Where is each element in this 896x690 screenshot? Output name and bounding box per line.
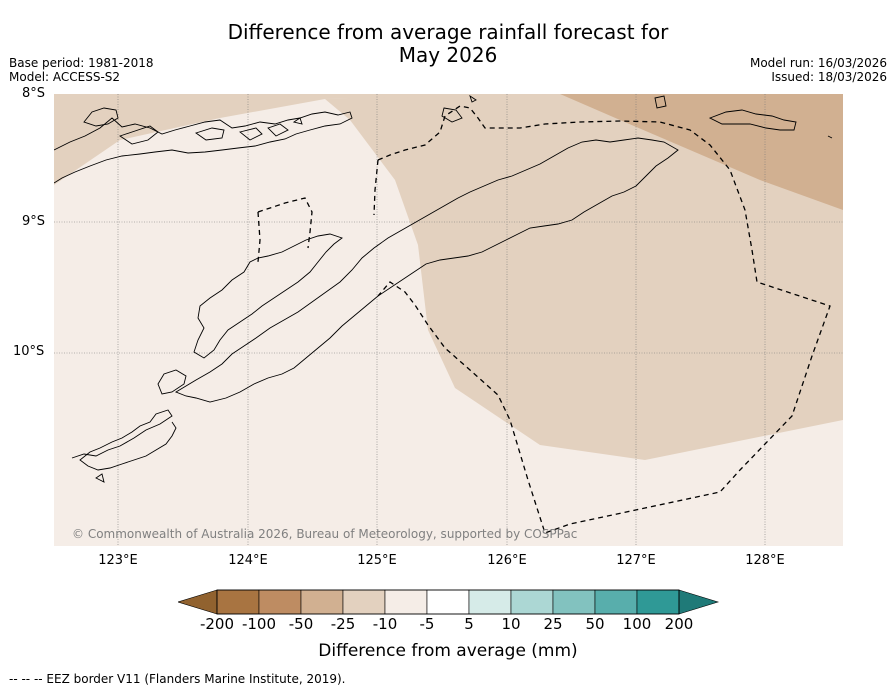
issued-date: Issued: 18/03/2026 — [771, 70, 887, 84]
colorbar-tick-label: -5 — [419, 615, 435, 633]
colorbar-segment — [342, 589, 386, 615]
colorbar-segment — [510, 589, 554, 615]
model-name: Model: ACCESS-S2 — [9, 70, 121, 84]
anomaly-region-northeast — [560, 94, 843, 210]
colorbar-tick-label: -200 — [199, 615, 235, 633]
colorbar-tick-label: -10 — [372, 615, 398, 633]
colorbar-segment — [216, 589, 260, 615]
base-period: Base period: 1981-2018 — [9, 56, 154, 70]
lon-label-127e: 127°E — [616, 553, 656, 568]
colorbar-label: Difference from average (mm) — [318, 641, 578, 661]
colorbar-tick-label: -50 — [288, 615, 314, 633]
colorbar-segment — [426, 589, 470, 615]
colorbar-segment — [594, 589, 638, 615]
colorbar-frame — [216, 589, 680, 615]
rainfall-anomaly-map: © Commonwealth of Australia 2026, Bureau… — [54, 94, 843, 546]
colorbar-segment — [300, 589, 344, 615]
colorbar-tick-label: -100 — [241, 615, 277, 633]
model-run: Model run: 16/03/2026 — [749, 56, 887, 70]
lon-label-128e: 128°E — [745, 553, 785, 568]
colorbar-segment — [468, 589, 512, 615]
colorbar-tick-label: 100 — [622, 615, 652, 633]
lat-label-8s: 8°S — [22, 86, 46, 101]
eez-legend: -- -- -- EEZ border V11 (Flanders Marine… — [9, 672, 346, 686]
eez-borders — [257, 105, 831, 534]
map-title-line1: Difference from average rainfall forecas… — [227, 20, 669, 44]
lon-label-123e: 123°E — [98, 553, 138, 568]
colorbar-segment — [258, 589, 302, 615]
anomaly-region-northwest — [54, 94, 560, 185]
colorbar-tick-label: 200 — [664, 615, 694, 633]
colorbar-over-arrow — [678, 589, 720, 615]
anomaly-region-central — [325, 94, 843, 460]
lat-label-10s: 10°S — [13, 344, 45, 359]
coastlines — [54, 94, 833, 483]
colorbar-tick-label: 10 — [501, 615, 521, 633]
colorbar-segment — [636, 589, 680, 615]
colorbar-tick-label: 25 — [543, 615, 563, 633]
map-title-line2: May 2026 — [398, 43, 498, 67]
colorbar-under-arrow — [178, 589, 218, 615]
lon-label-125e: 125°E — [357, 553, 397, 568]
colorbar-segment — [552, 589, 596, 615]
map-copyright: © Commonwealth of Australia 2026, Bureau… — [72, 527, 577, 541]
colorbar-segment — [384, 589, 428, 615]
colorbar-tick-label: 5 — [464, 615, 474, 633]
colorbar-tick-label: -25 — [330, 615, 356, 633]
colorbar-tick-label: 50 — [585, 615, 605, 633]
colorbar — [178, 589, 720, 615]
lat-label-9s: 9°S — [22, 214, 46, 229]
lon-label-124e: 124°E — [228, 553, 268, 568]
lon-label-126e: 126°E — [487, 553, 527, 568]
